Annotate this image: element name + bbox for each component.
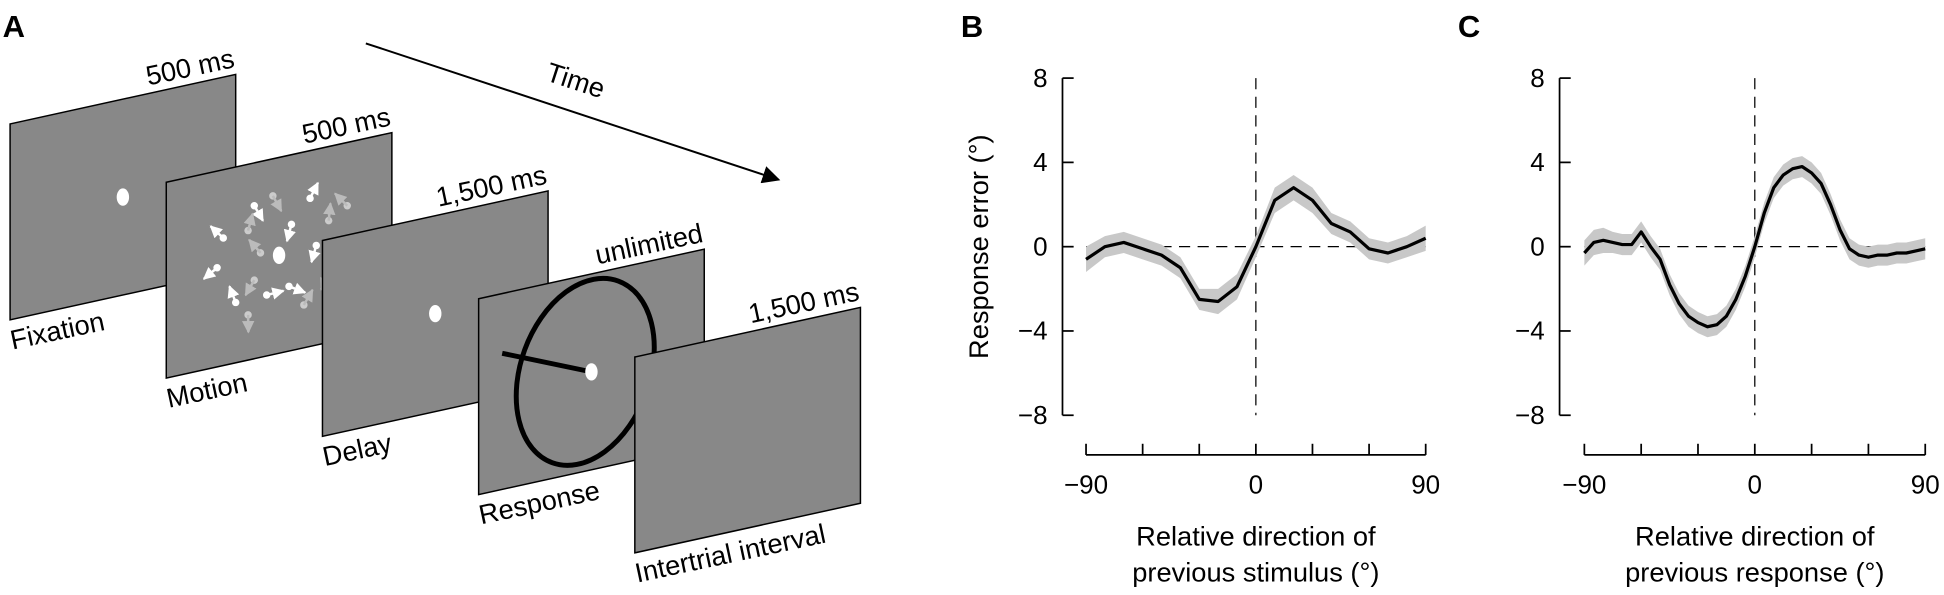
x-tick-label: −90 — [1562, 469, 1606, 499]
y-tick-label: 0 — [1033, 231, 1047, 261]
dot-motion — [283, 224, 296, 243]
fixation-dot — [116, 188, 130, 206]
x-axis-label: Relative direction of — [1136, 520, 1376, 551]
response-bar — [501, 350, 592, 375]
dot-motion — [243, 212, 256, 231]
fixation-dot — [585, 363, 598, 381]
dot — [244, 311, 252, 319]
data-line — [1085, 186, 1427, 304]
dot-motion — [252, 205, 265, 222]
x-axis-label: previous response (°) — [1625, 556, 1884, 587]
y-tick-label: −8 — [1515, 400, 1545, 430]
panel-label: C — [1458, 9, 1480, 44]
dot-motion — [301, 288, 314, 306]
x-tick-label: 90 — [1411, 469, 1440, 499]
fixation-dot — [272, 246, 286, 265]
dot-motion — [270, 195, 283, 213]
x-tick-label: 0 — [1748, 469, 1762, 499]
dot-motion — [248, 238, 262, 254]
dot-motion — [308, 245, 321, 264]
x-tick-label: 0 — [1249, 469, 1263, 499]
screen — [634, 306, 862, 554]
dot-motion — [266, 287, 285, 300]
dot-motion — [334, 192, 349, 207]
x-axis-label: Relative direction of — [1635, 520, 1875, 551]
y-tick-label: 8 — [1530, 63, 1544, 93]
dot-motion — [244, 279, 257, 297]
y-tick-label: 4 — [1530, 147, 1544, 177]
y-axis-label: Response error (°) — [963, 134, 994, 359]
x-tick-label: 90 — [1911, 469, 1940, 499]
dot-motion — [209, 225, 225, 239]
x-axis-label: previous stimulus (°) — [1132, 556, 1379, 587]
panel-label: B — [961, 9, 983, 44]
time-label: Time — [543, 56, 609, 104]
y-tick-label: −4 — [1018, 316, 1048, 346]
dot-motion — [323, 202, 336, 221]
data-line — [1583, 164, 1926, 329]
y-tick-label: 4 — [1033, 147, 1047, 177]
x-tick-label: −90 — [1064, 469, 1108, 499]
y-tick-label: −4 — [1515, 316, 1545, 346]
dot-motion — [227, 285, 240, 303]
y-tick-label: −8 — [1018, 400, 1048, 430]
time-arrow — [365, 42, 781, 184]
fixation-dot — [429, 304, 442, 323]
y-tick-label: 8 — [1033, 63, 1047, 93]
dot-motion — [307, 181, 320, 199]
panel-label: A — [3, 9, 25, 44]
dot-motion — [202, 266, 218, 280]
y-tick-label: 0 — [1530, 231, 1544, 261]
